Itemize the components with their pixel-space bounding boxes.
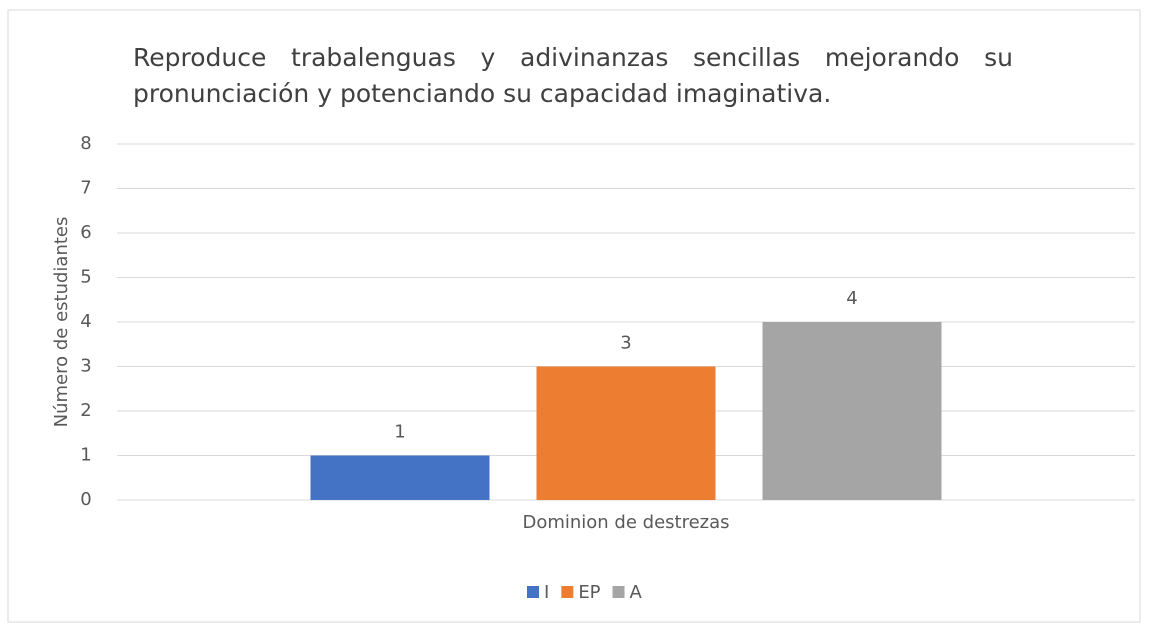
legend-swatch — [612, 586, 625, 598]
data-label: 1 — [394, 422, 405, 443]
y-axis-title: Número de estudiantes — [51, 217, 72, 428]
y-tick-label: 0 — [80, 489, 91, 510]
legend-swatch — [527, 586, 539, 598]
x-axis-label: Dominion de destrezas — [522, 512, 729, 533]
legend-label: EP — [578, 582, 600, 603]
bar — [310, 455, 490, 500]
data-label: 3 — [620, 333, 631, 354]
chart-border — [7, 9, 1141, 623]
chart-title: Reproduce trabalenguas y adivinanzas sen… — [133, 43, 1013, 108]
y-tick-label: 3 — [80, 356, 91, 377]
legend-swatch — [561, 586, 574, 598]
y-tick-label: 5 — [80, 267, 91, 288]
data-label: 4 — [846, 288, 857, 309]
bar — [762, 322, 942, 500]
legend-label: A — [630, 582, 643, 603]
y-tick-label: 7 — [80, 178, 91, 199]
legend-label: I — [544, 582, 549, 603]
y-tick-label: 8 — [80, 133, 91, 154]
bar — [536, 366, 716, 500]
y-tick-label: 2 — [80, 400, 91, 421]
y-tick-label: 6 — [80, 222, 91, 243]
y-tick-label: 4 — [80, 311, 91, 332]
y-tick-label: 1 — [80, 445, 91, 466]
